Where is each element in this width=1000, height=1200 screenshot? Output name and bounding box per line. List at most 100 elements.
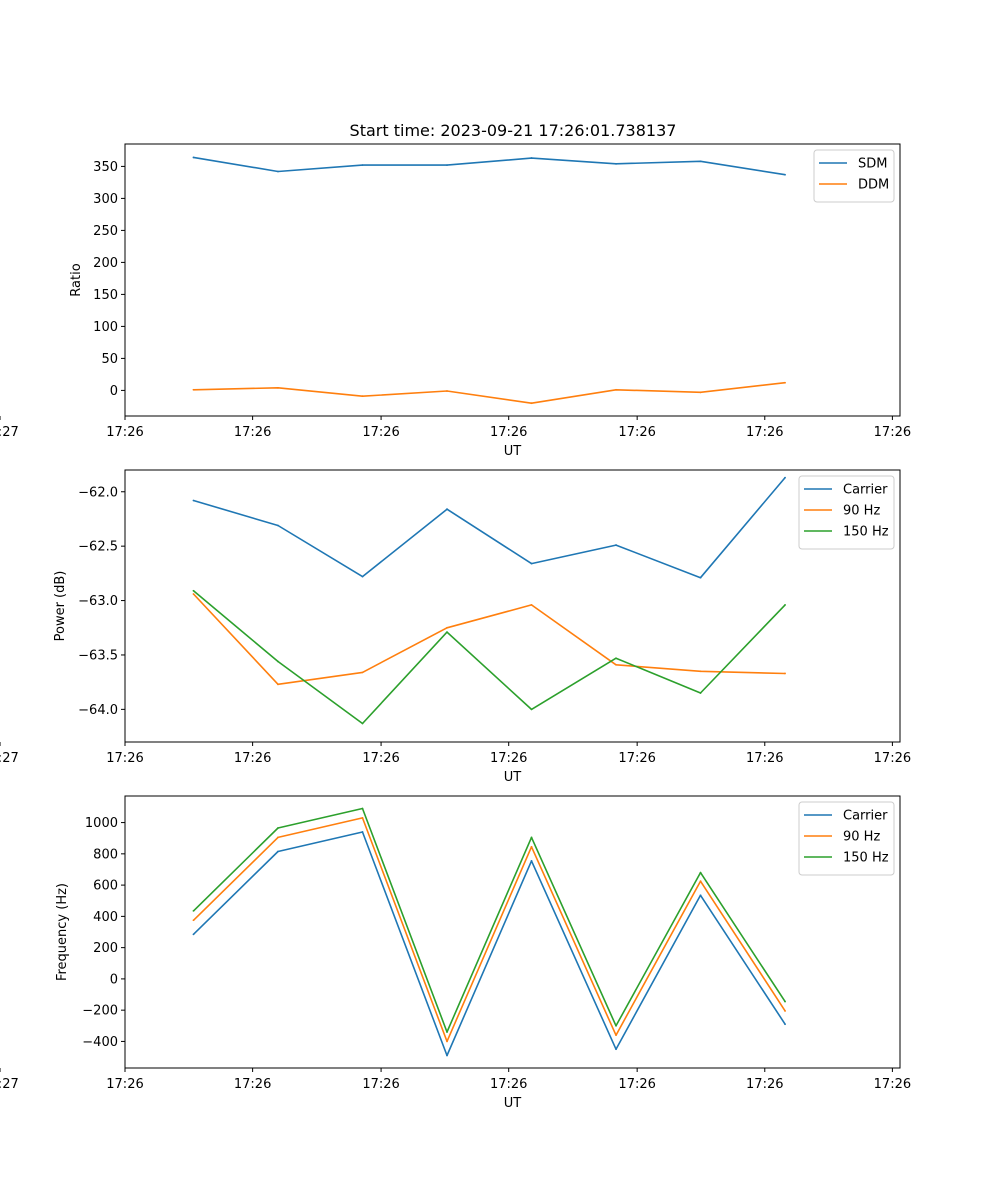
frequency-data-point-150-hz: [784, 1000, 786, 1003]
ratio-x-tick-label: 17:26: [362, 425, 399, 440]
ratio-data-point-ddm: [615, 388, 617, 391]
ratio-x-tick-label: 17:26: [234, 425, 271, 440]
frequency-x-tick-label: 17:26: [234, 1077, 271, 1092]
power-y-tick-label: −63.0: [78, 594, 118, 609]
frequency-y-axis-label: Frequency (Hz): [55, 883, 70, 981]
ratio-legend-label-ddm: DDM: [858, 178, 889, 193]
power-y-axis-label: Power (dB): [53, 571, 68, 642]
power-y-tick-label: −64.0: [78, 703, 118, 718]
ratio-y-tick-label: 350: [93, 160, 118, 175]
power-legend: Carrier 90 Hz 150 Hz: [798, 475, 895, 550]
ratio-x-axis-label: UT: [504, 444, 522, 459]
ratio-series-line-sdm: [193, 156, 786, 176]
power-series-line-150-hz: [192, 590, 786, 725]
frequency-data-point-150-hz: [699, 871, 702, 874]
power-x-tick-label: 17:26: [618, 751, 655, 766]
power-data-point-90-hz: [361, 671, 364, 674]
power-y-tick-label: −62.0: [78, 485, 118, 500]
ratio-x-tick-label: 17:26: [618, 425, 655, 440]
frequency-data-point-150-hz: [361, 807, 364, 810]
frequency-y-tick-label: 1000: [85, 816, 118, 831]
power-data-point-150-hz: [699, 692, 702, 694]
frequency-x-tick-label: 17:27: [0, 1077, 19, 1092]
power-x-tick-label: 17:26: [362, 751, 399, 766]
ratio-data-point-ddm: [192, 388, 195, 391]
frequency-data-point-carrier: [446, 1054, 448, 1057]
frequency-data-point-150-hz: [446, 1031, 448, 1033]
power-data-point-carrier: [530, 562, 533, 565]
figure-title: Start time: 2023-09-21 17:26:01.738137: [350, 121, 677, 140]
frequency-data-point-90-hz: [699, 880, 702, 883]
ratio-plot-frame: [124, 143, 901, 417]
frequency-data-point-carrier: [277, 850, 279, 853]
power-x-tick-label: 17:26: [490, 751, 527, 766]
frequency-data-point-90-hz: [784, 1010, 786, 1012]
ratio-data-point-sdm: [361, 164, 364, 167]
power-data-point-150-hz: [615, 657, 617, 660]
frequency-data-point-150-hz: [277, 827, 279, 829]
power-legend-label-90-hz: 90 Hz: [843, 504, 880, 519]
frequency-y-tick-label: 800: [93, 847, 118, 862]
power-data-point-90-hz: [699, 670, 702, 673]
frequency-data-point-150-hz: [615, 1024, 617, 1027]
power-x-axis-label: UT: [504, 770, 522, 785]
ratio-legend-label-sdm: SDM: [858, 157, 887, 172]
power-legend-label-150-hz: 150 Hz: [843, 525, 889, 540]
ratio-x-tick-label: 17:26: [746, 425, 783, 440]
power-data-point-90-hz: [530, 604, 533, 606]
frequency-y-tick-label: 400: [93, 910, 118, 925]
ratio-y-tick-label: 0: [110, 384, 118, 399]
panel-frequency: 17:26 17:26 17:26 17:26 17:26 17:26 17:26 17:27…: [0, 795, 911, 1111]
frequency-data-point-carrier: [530, 859, 533, 862]
ratio-data-point-ddm: [277, 386, 279, 389]
frequency-x-tick-label: 17:26: [106, 1077, 143, 1092]
ratio-data-point-ddm: [784, 381, 786, 384]
power-x-tick-label: 17:26: [234, 751, 271, 766]
ratio-data-point-ddm: [530, 402, 533, 405]
power-data-point-150-hz: [784, 604, 786, 606]
ratio-y-tick-label: 300: [93, 192, 118, 207]
power-data-point-90-hz: [277, 683, 279, 686]
ratio-x-tick-label: 17:27: [0, 425, 19, 440]
frequency-plot-frame: [124, 795, 901, 1069]
power-y-tick-label: −62.5: [78, 540, 118, 555]
frequency-y-tick-label: 200: [93, 941, 118, 956]
power-data-point-90-hz: [446, 626, 448, 629]
power-data-point-150-hz: [192, 589, 195, 592]
frequency-legend: Carrier 90 Hz 150 Hz: [798, 801, 895, 876]
power-x-tick-label: 17:26: [746, 751, 783, 766]
ratio-data-point-sdm: [615, 162, 617, 165]
ratio-data-point-sdm: [277, 170, 279, 173]
frequency-x-tick-label: 17:26: [618, 1077, 655, 1092]
frequency-data-point-carrier: [192, 933, 195, 936]
power-data-point-carrier: [784, 476, 786, 479]
power-y-tick-label: −63.5: [78, 648, 118, 663]
frequency-x-tick-label: 17:26: [490, 1077, 527, 1092]
ratio-data-point-ddm: [699, 391, 702, 394]
frequency-data-point-carrier: [699, 894, 702, 897]
ratio-data-point-sdm: [784, 173, 786, 176]
ratio-data-point-sdm: [530, 157, 533, 159]
frequency-legend-label-150-hz: 150 Hz: [843, 851, 889, 866]
frequency-y-tick-label: −400: [82, 1035, 118, 1050]
ratio-data-point-sdm: [192, 156, 195, 159]
frequency-data-point-carrier: [784, 1023, 786, 1026]
frequency-y-tick-label: 0: [110, 972, 118, 987]
power-data-point-90-hz: [192, 593, 195, 595]
frequency-legend-label-90-hz: 90 Hz: [843, 830, 880, 845]
panel-power: 17:26 17:26 17:26 17:26 17:26 17:26 17:26 17:27…: [0, 469, 911, 785]
ratio-y-tick-label: 100: [93, 320, 118, 335]
frequency-data-point-carrier: [615, 1048, 617, 1051]
power-x-tick-label: 17:26: [106, 751, 143, 766]
power-x-tick-label: 17:26: [874, 751, 911, 766]
power-series-line-carrier: [193, 477, 786, 579]
power-data-point-carrier: [192, 499, 195, 502]
power-data-point-150-hz: [530, 708, 533, 711]
ratio-data-point-sdm: [446, 164, 448, 167]
power-data-point-150-hz: [446, 631, 448, 634]
ratio-y-tick-label: 50: [101, 352, 118, 367]
frequency-data-point-90-hz: [361, 816, 364, 819]
frequency-data-point-150-hz: [530, 836, 533, 839]
ratio-y-tick-label: 150: [93, 288, 118, 303]
